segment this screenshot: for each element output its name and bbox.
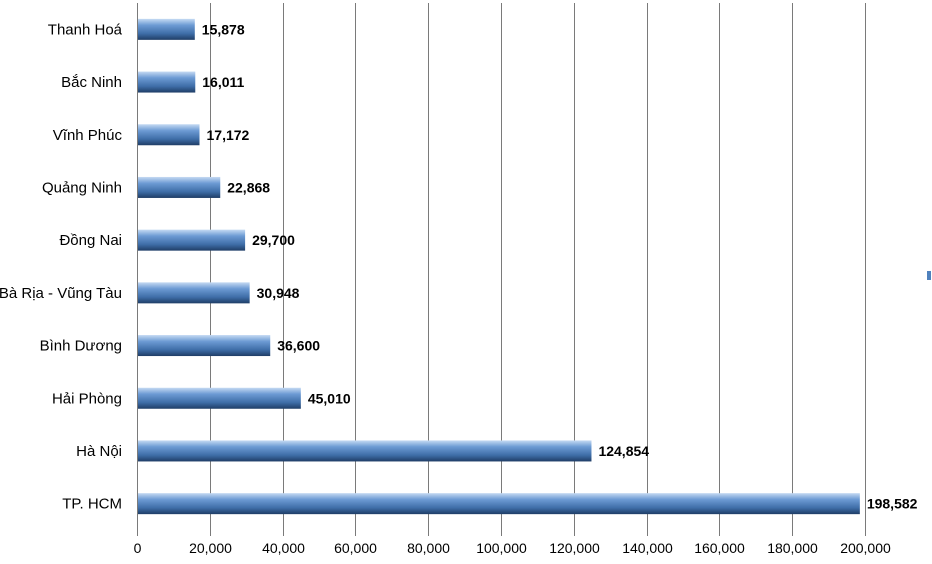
x-axis-tick-labels: 0 20,000 40,000 60,000 80,000 100,000 120,000 1… xyxy=(134,540,891,556)
data-label: 17,172 xyxy=(207,127,250,143)
bars xyxy=(138,18,860,515)
bar xyxy=(138,229,246,251)
gridlines xyxy=(137,3,866,536)
data-label: 124,854 xyxy=(598,443,649,459)
legend-marker xyxy=(927,271,931,280)
x-tick-label: 20,000 xyxy=(189,540,232,556)
x-tick-label: 180,000 xyxy=(767,540,818,556)
category-label: Đồng Nai xyxy=(59,232,122,249)
x-tick-label: 100,000 xyxy=(476,540,527,556)
x-tick-label: 120,000 xyxy=(549,540,600,556)
category-label: Hải Phòng xyxy=(52,390,122,407)
x-tick-label: 60,000 xyxy=(334,540,377,556)
category-label: Hà Nội xyxy=(76,443,122,460)
category-label: Thanh Hoá xyxy=(48,21,123,38)
x-tick-label: 200,000 xyxy=(840,540,891,556)
data-label: 15,878 xyxy=(202,21,245,37)
category-labels: Thanh Hoá Bắc Ninh Vĩnh Phúc Quảng Ninh Đồng… xyxy=(0,21,123,512)
x-tick-label: 140,000 xyxy=(622,540,673,556)
x-tick-label: 0 xyxy=(134,540,142,556)
category-label: Quảng Ninh xyxy=(42,179,122,196)
bar xyxy=(138,493,860,515)
x-tick-label: 160,000 xyxy=(694,540,745,556)
data-label: 29,700 xyxy=(252,232,295,248)
category-label: Bắc Ninh xyxy=(61,74,122,91)
bar xyxy=(138,18,195,40)
category-label: TP. HCM xyxy=(62,496,122,513)
data-labels: 15,878 16,011 17,172 22,868 29,700 30,948 36,6… xyxy=(202,21,918,511)
category-label: Vĩnh Phúc xyxy=(53,127,123,144)
data-label: 198,582 xyxy=(867,496,918,512)
bar xyxy=(138,176,221,198)
category-label: Bình Dương xyxy=(40,338,122,355)
data-label: 45,010 xyxy=(308,390,351,406)
bar xyxy=(138,282,250,304)
x-tick-label: 80,000 xyxy=(407,540,450,556)
data-label: 30,948 xyxy=(257,285,300,301)
category-label: Bà Rịa - Vũng Tàu xyxy=(0,285,122,302)
data-label: 16,011 xyxy=(202,74,244,90)
bar xyxy=(138,124,200,146)
bar xyxy=(138,387,301,409)
bar xyxy=(138,71,196,93)
data-label: 36,600 xyxy=(277,338,320,354)
x-tick-label: 40,000 xyxy=(262,540,305,556)
data-label: 22,868 xyxy=(227,179,270,195)
bar xyxy=(138,335,271,357)
bar xyxy=(138,440,592,462)
